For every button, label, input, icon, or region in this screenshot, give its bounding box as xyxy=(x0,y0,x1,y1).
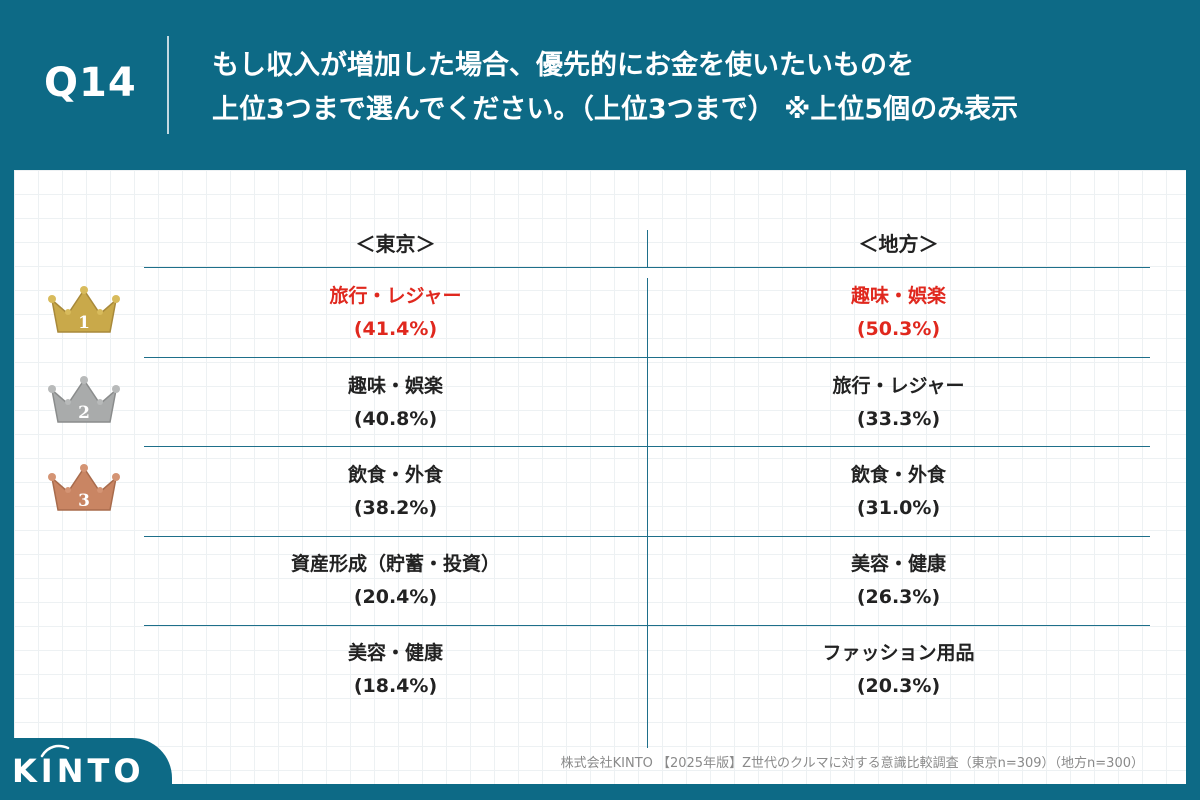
row-divider xyxy=(144,267,1150,268)
item-label: 飲食・外食 xyxy=(347,464,443,486)
question-text: もし収入が増加した場合、優先的にお金を使いたいものを 上位3つまで選んでください… xyxy=(212,44,1172,132)
item-label: 資産形成（貯蓄・投資） xyxy=(290,553,500,575)
item-label: 美容・健康 xyxy=(850,553,946,575)
item-percent: (38.2%) xyxy=(353,497,438,519)
crown-gold-icon: 1 xyxy=(48,286,120,333)
item-label: 飲食・外食 xyxy=(850,464,946,486)
item-percent: (20.3%) xyxy=(856,675,941,697)
item-percent: (50.3%) xyxy=(856,318,941,340)
header-divider xyxy=(167,36,169,134)
table-row-2-chiho: 旅行・レジャー (33.3%) xyxy=(647,370,1150,436)
row-divider xyxy=(144,357,1150,358)
logo-swoosh-icon xyxy=(40,744,70,758)
item-percent: (20.4%) xyxy=(353,586,438,608)
table-row-3-chiho: 飲食・外食 (31.0%) xyxy=(647,459,1150,525)
question-number: Q14 xyxy=(44,60,137,106)
table-row-5-tokyo: 美容・健康 (18.4%) xyxy=(144,637,647,703)
column-divider-line xyxy=(647,278,648,748)
item-percent: (40.8%) xyxy=(353,408,438,430)
table-row-2-tokyo: 趣味・娯楽 (40.8%) xyxy=(144,370,647,436)
item-percent: (33.3%) xyxy=(856,408,941,430)
logo-tab xyxy=(0,738,172,800)
column-header-tokyo: ＜東京＞ xyxy=(355,232,436,256)
header-divider-line xyxy=(647,230,648,268)
crown-bronze-icon: 3 xyxy=(48,464,120,511)
results-panel: ＜東京＞ ＜地方＞ 旅行・レジャー (41.4%) 趣味・娯楽 (50.3%) … xyxy=(14,170,1186,784)
table-row-1-tokyo: 旅行・レジャー (41.4%) xyxy=(144,280,647,346)
svg-text:2: 2 xyxy=(78,403,90,423)
table-row-5-chiho: ファッション用品 (20.3%) xyxy=(647,637,1150,703)
item-label: ファッション用品 xyxy=(822,642,975,664)
item-percent: (18.4%) xyxy=(353,675,438,697)
item-percent: (41.4%) xyxy=(353,318,438,340)
item-label: 旅行・レジャー xyxy=(832,375,965,397)
table-row-4-chiho: 美容・健康 (26.3%) xyxy=(647,548,1150,614)
item-label: 旅行・レジャー xyxy=(329,285,462,307)
table-row-1-chiho: 趣味・娯楽 (50.3%) xyxy=(647,280,1150,346)
row-divider xyxy=(144,446,1150,447)
question-line-2: 上位3つまで選んでください。（上位3つまで） ※上位5個のみ表示 xyxy=(212,94,1019,125)
kinto-logo: KINTO xyxy=(12,752,145,790)
item-label: 趣味・娯楽 xyxy=(850,285,946,307)
table-row-4-tokyo: 資産形成（貯蓄・投資） (20.4%) xyxy=(144,548,647,614)
svg-text:3: 3 xyxy=(78,491,90,511)
header-banner: Q14 もし収入が増加した場合、優先的にお金を使いたいものを 上位3つまで選んで… xyxy=(0,0,1200,170)
row-divider xyxy=(144,625,1150,626)
item-label: 趣味・娯楽 xyxy=(347,375,443,397)
item-label: 美容・健康 xyxy=(347,642,443,664)
item-percent: (26.3%) xyxy=(856,586,941,608)
source-note: 株式会社KINTO 【2025年版】Z世代のクルマに対する意識比較調査（東京n=… xyxy=(560,756,1144,771)
row-divider xyxy=(144,536,1150,537)
item-percent: (31.0%) xyxy=(856,497,941,519)
svg-text:1: 1 xyxy=(78,313,90,333)
crown-silver-icon: 2 xyxy=(48,376,120,423)
table-row-3-tokyo: 飲食・外食 (38.2%) xyxy=(144,459,647,525)
question-line-1: もし収入が増加した場合、優先的にお金を使いたいものを xyxy=(212,50,914,81)
column-header-chiho: ＜地方＞ xyxy=(858,232,939,256)
